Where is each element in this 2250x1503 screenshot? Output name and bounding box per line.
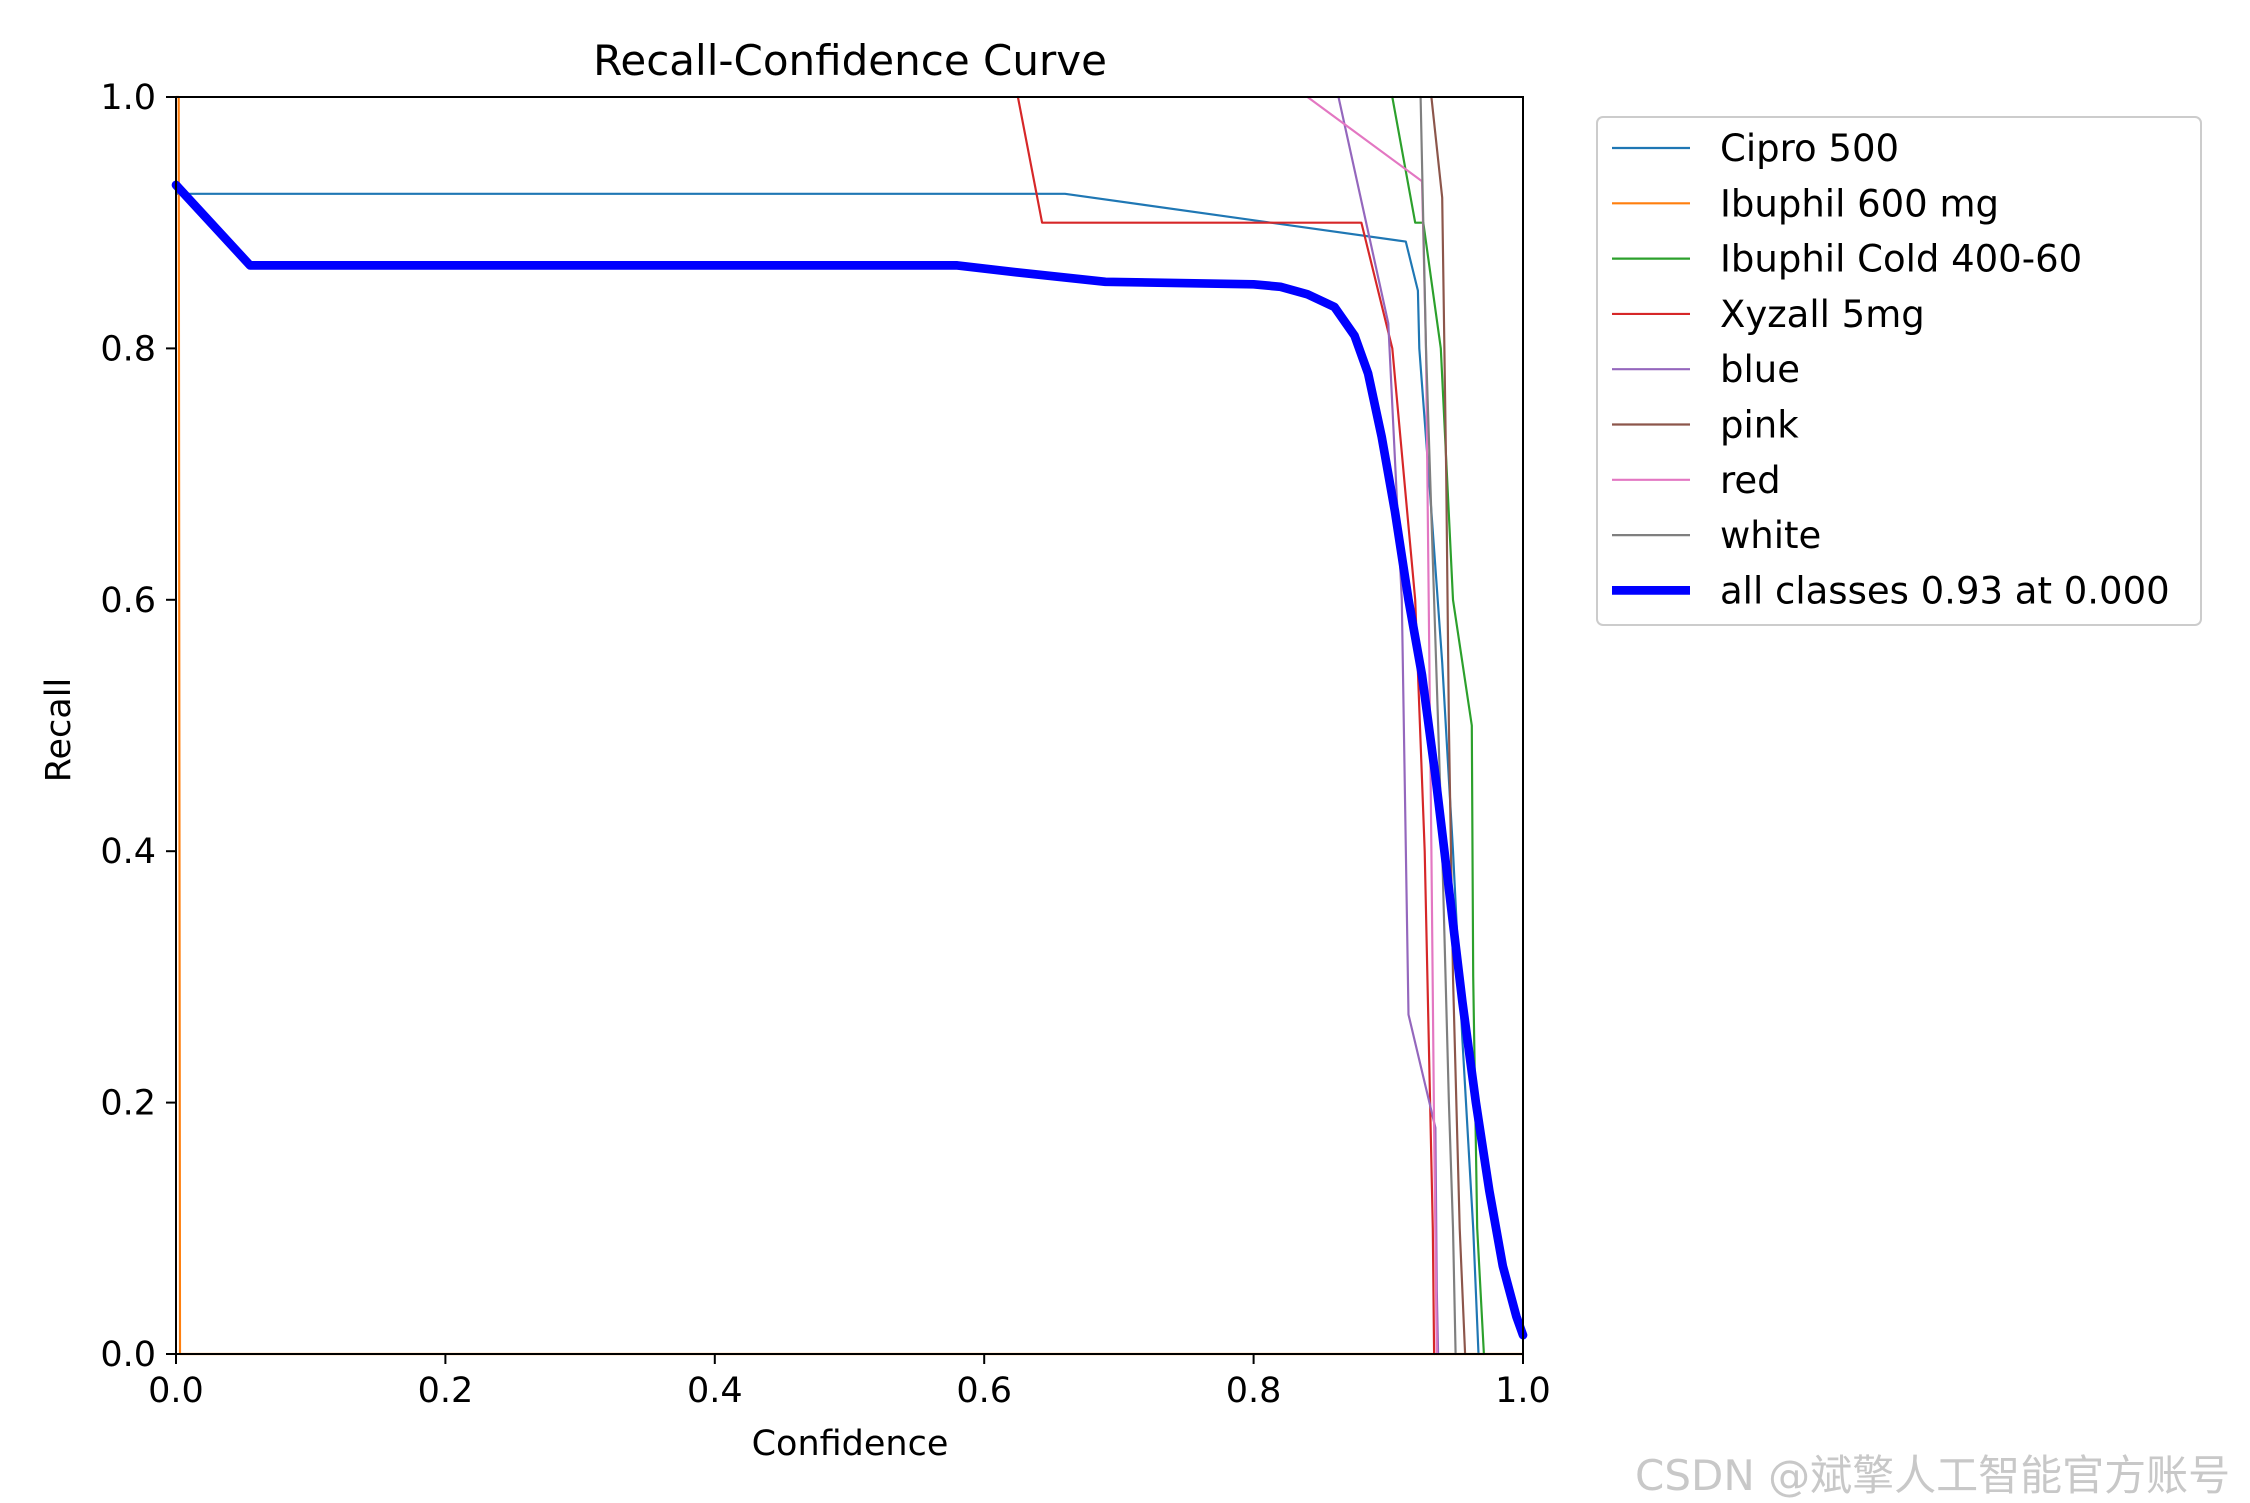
plot-frame: [175, 96, 1524, 1355]
legend-label: red: [1720, 459, 1781, 502]
x-axis-title: Confidence: [752, 1424, 949, 1464]
legend-label: Xyzall 5mg: [1720, 293, 1925, 336]
legend-label: Cipro 500: [1720, 127, 1899, 170]
y-tick-label: 0.0: [100, 1335, 156, 1375]
watermark: CSDN @斌擎人工智能官方账号: [1635, 1451, 2231, 1500]
series-line-5: [1430, 95, 1467, 1356]
series-line-4: [1337, 95, 1440, 1356]
y-tick-label: 0.6: [100, 581, 156, 621]
plot-area: [171, 95, 1528, 1356]
legend-label: Ibuphil Cold 400-60: [1720, 238, 2082, 281]
y-axis: 0.0 0.2 0.4 0.6 0.8 1.0: [100, 78, 176, 1375]
x-tick-label: 0.0: [148, 1371, 204, 1411]
y-tick-label: 0.8: [100, 329, 156, 369]
y-tick-label: 1.0: [100, 78, 156, 118]
x-tick-label: 0.6: [956, 1371, 1012, 1411]
legend-label: pink: [1720, 404, 1799, 447]
x-tick-label: 1.0: [1495, 1371, 1551, 1411]
legend-label: all classes 0.93 at 0.000: [1720, 569, 2170, 612]
series-line-8: [171, 180, 1528, 1340]
legend-label: white: [1720, 514, 1821, 557]
x-tick-label: 0.8: [1226, 1371, 1282, 1411]
series-line-1: [174, 95, 1525, 1356]
y-tick-label: 0.2: [100, 1084, 156, 1124]
legend-label: Ibuphil 600 mg: [1720, 182, 1999, 225]
legend: Cipro 500 Ibuphil 600 mg Ibuphil Cold 400-…: [1596, 116, 2202, 626]
x-tick-label: 0.4: [687, 1371, 743, 1411]
y-axis-title: Recall: [39, 678, 79, 782]
y-tick-label: 0.4: [100, 832, 156, 872]
series-line-0: [174, 192, 1480, 1356]
x-tick-label: 0.2: [418, 1371, 474, 1411]
series-line-3: [1016, 95, 1436, 1356]
chart-title: Recall-Confidence Curve: [593, 36, 1107, 85]
series-line-2: [1391, 95, 1485, 1356]
x-axis: 0.0 0.2 0.4 0.6 0.8 1.0: [148, 1354, 1551, 1411]
legend-label: blue: [1720, 348, 1800, 391]
legend-frame: [1596, 116, 2202, 626]
